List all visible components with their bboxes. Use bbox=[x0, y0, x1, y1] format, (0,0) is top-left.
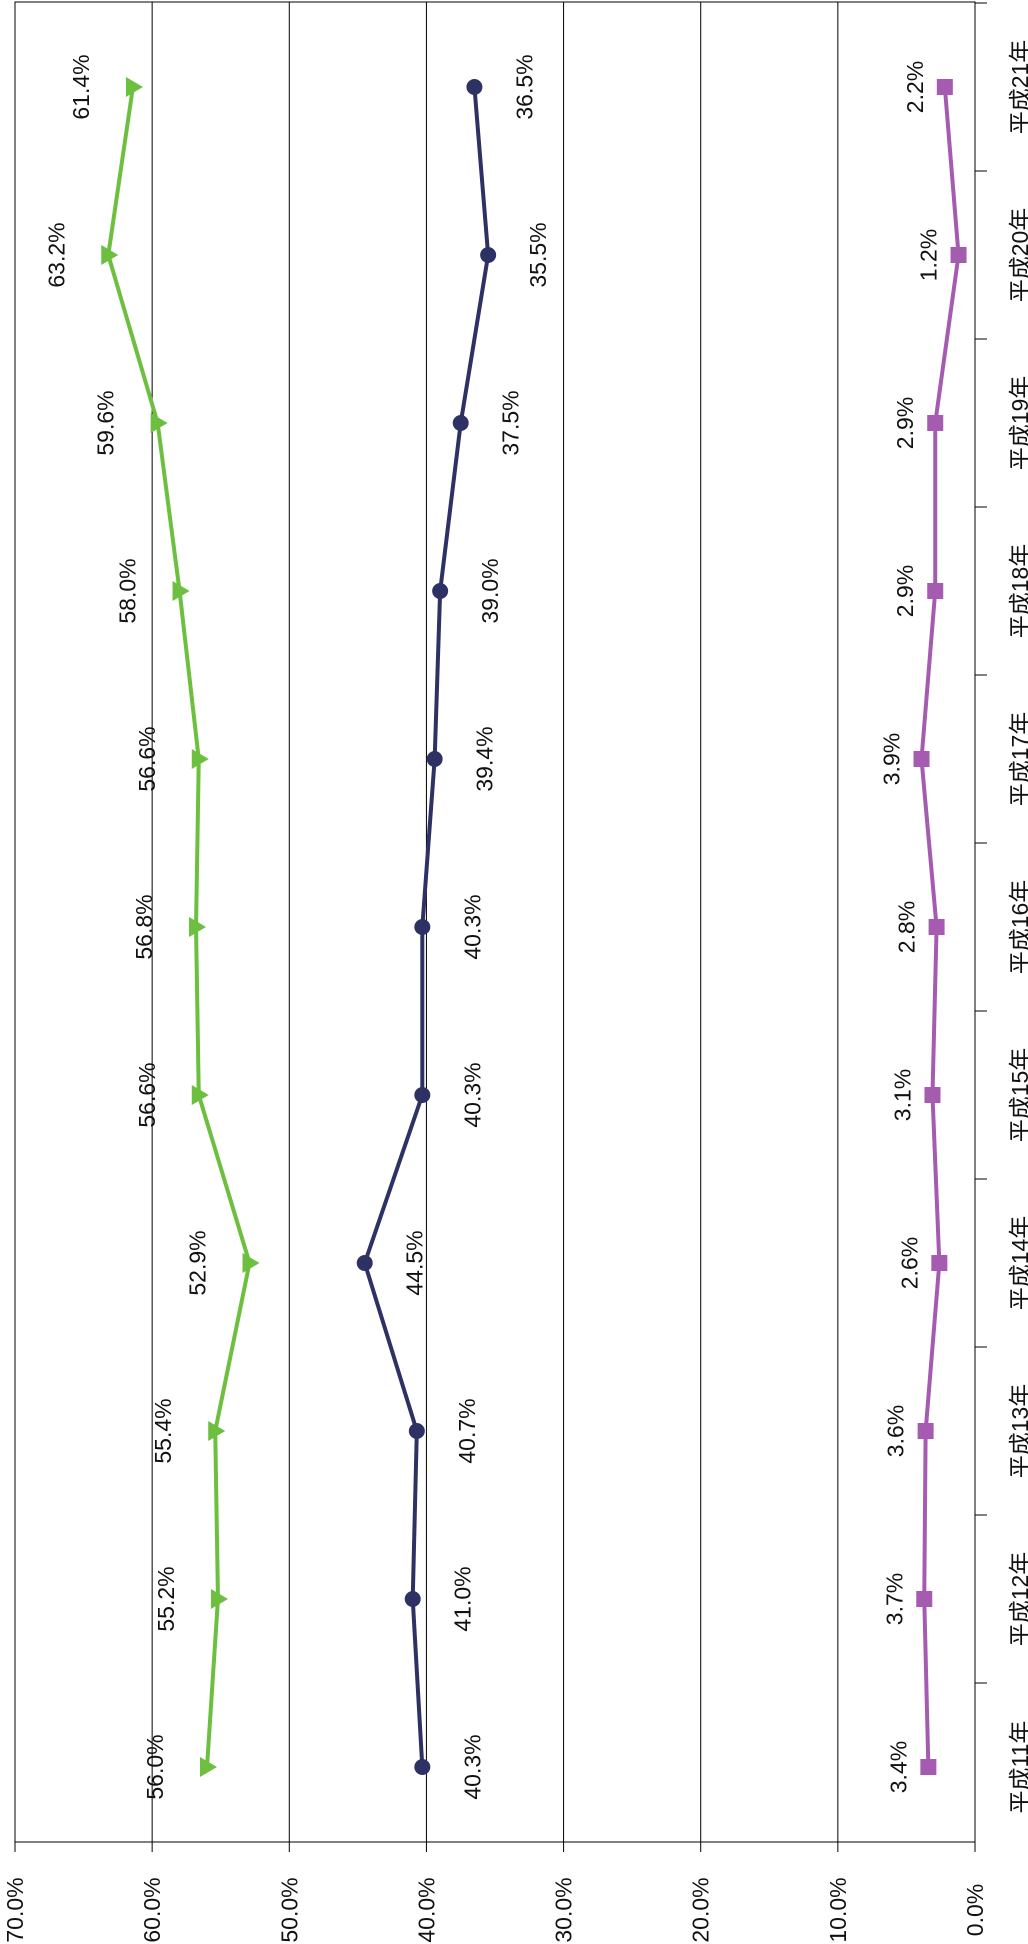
data-label: 40.3% bbox=[459, 1734, 485, 1799]
data-label: 3.9% bbox=[879, 733, 905, 785]
data-label: 3.1% bbox=[889, 1069, 915, 1121]
data-point-marker bbox=[432, 583, 449, 599]
data-label: 40.7% bbox=[454, 1398, 480, 1463]
category-axis-label: 平成21年 bbox=[1007, 40, 1028, 135]
data-label: 2.9% bbox=[892, 565, 918, 617]
data-point-marker bbox=[356, 1255, 373, 1271]
data-point-marker bbox=[426, 751, 443, 767]
data-label: 61.4% bbox=[68, 54, 94, 119]
data-label: 56.0% bbox=[142, 1734, 168, 1799]
data-label: 56.8% bbox=[131, 894, 157, 959]
category-axis-label: 平成18年 bbox=[1007, 544, 1028, 639]
category-axis-label: 平成16年 bbox=[1007, 880, 1028, 975]
data-point-marker bbox=[191, 1085, 209, 1105]
category-axis-label: 平成15年 bbox=[1007, 1048, 1028, 1143]
value-axis-tick-label: 0.0% bbox=[962, 1884, 988, 1936]
data-point-marker bbox=[927, 583, 944, 599]
data-point-marker bbox=[101, 245, 119, 265]
data-label: 44.5% bbox=[402, 1230, 428, 1295]
data-point-marker bbox=[452, 415, 469, 431]
data-point-marker bbox=[125, 77, 143, 97]
data-point-marker bbox=[414, 1087, 431, 1103]
category-axis-label: 平成14年 bbox=[1007, 1216, 1028, 1311]
data-point-marker bbox=[917, 1423, 934, 1439]
data-label: 3.7% bbox=[881, 1573, 907, 1625]
data-point-marker bbox=[408, 1423, 425, 1439]
data-point-marker bbox=[208, 1421, 226, 1441]
data-label: 55.4% bbox=[150, 1398, 176, 1463]
data-label: 3.4% bbox=[885, 1741, 911, 1793]
data-point-marker bbox=[242, 1253, 260, 1273]
category-axis-label: 平成13年 bbox=[1007, 1384, 1028, 1479]
data-point-marker bbox=[916, 1591, 933, 1607]
series-line bbox=[106, 86, 252, 1768]
data-label: 55.2% bbox=[153, 1566, 179, 1631]
data-point-marker bbox=[150, 413, 168, 433]
data-label: 56.6% bbox=[134, 726, 160, 791]
data-label: 59.6% bbox=[93, 390, 119, 455]
data-point-marker bbox=[480, 247, 497, 263]
data-label: 3.6% bbox=[883, 1405, 909, 1457]
data-point-marker bbox=[466, 79, 483, 95]
data-point-marker bbox=[927, 415, 944, 431]
data-label: 1.2% bbox=[916, 229, 942, 281]
data-point-marker bbox=[920, 1759, 937, 1775]
category-axis-label: 平成20年 bbox=[1007, 208, 1028, 303]
data-point-marker bbox=[210, 1589, 228, 1609]
value-axis-tick-label: 50.0% bbox=[276, 1877, 302, 1942]
category-axis-label: 平成12年 bbox=[1007, 1552, 1028, 1647]
data-point-marker bbox=[172, 581, 190, 601]
data-point-marker bbox=[200, 1757, 217, 1777]
data-label: 52.9% bbox=[185, 1230, 211, 1295]
data-label: 63.2% bbox=[43, 222, 69, 287]
data-label: 37.5% bbox=[498, 390, 524, 455]
data-label: 2.2% bbox=[902, 61, 928, 113]
data-label: 2.6% bbox=[896, 1237, 922, 1289]
data-label: 58.0% bbox=[115, 558, 141, 623]
data-label: 41.0% bbox=[450, 1566, 476, 1631]
data-point-marker bbox=[950, 247, 967, 263]
data-point-marker bbox=[913, 751, 930, 767]
data-point-marker bbox=[414, 919, 431, 935]
data-point-marker bbox=[404, 1591, 421, 1607]
value-axis-tick-label: 20.0% bbox=[688, 1877, 714, 1942]
category-axis-label: 平成17年 bbox=[1007, 712, 1028, 807]
value-axis-tick-label: 40.0% bbox=[413, 1877, 439, 1942]
data-point-marker bbox=[936, 79, 953, 95]
data-label: 36.5% bbox=[511, 54, 537, 119]
category-axis-label: 平成11年 bbox=[1007, 1721, 1028, 1814]
data-point-marker bbox=[191, 749, 209, 769]
data-label: 39.4% bbox=[472, 726, 498, 791]
value-axis-tick-label: 60.0% bbox=[139, 1877, 165, 1942]
data-label: 35.5% bbox=[525, 222, 551, 287]
data-label: 39.0% bbox=[477, 558, 503, 623]
value-axis-tick-label: 70.0% bbox=[2, 1877, 28, 1942]
data-point-marker bbox=[924, 1087, 941, 1103]
data-label: 2.8% bbox=[894, 901, 920, 953]
data-label: 40.3% bbox=[459, 1062, 485, 1127]
data-label: 56.6% bbox=[134, 1062, 160, 1127]
data-point-marker bbox=[928, 919, 945, 935]
data-label: 40.3% bbox=[459, 894, 485, 959]
data-label: 2.9% bbox=[892, 397, 918, 449]
value-axis-tick-label: 10.0% bbox=[825, 1877, 851, 1942]
value-axis-tick-label: 30.0% bbox=[551, 1877, 577, 1942]
category-axis-label: 平成19年 bbox=[1007, 376, 1028, 471]
plot-border bbox=[14, 1, 976, 1843]
data-point-marker bbox=[414, 1759, 431, 1775]
data-point-marker bbox=[189, 917, 207, 937]
data-point-marker bbox=[931, 1255, 948, 1271]
